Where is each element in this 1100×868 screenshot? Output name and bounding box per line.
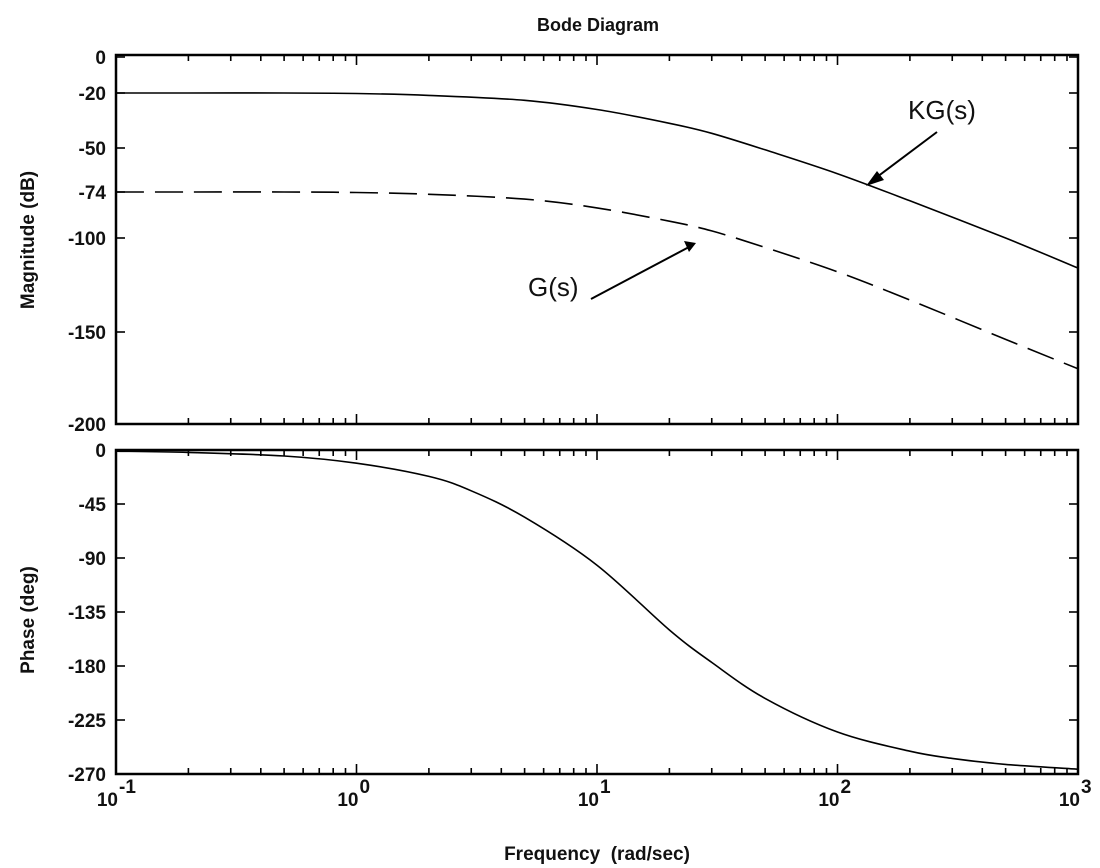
phase-y-axis-label: Phase (deg) [18, 566, 39, 674]
x-tick-label: 10-1 [97, 777, 136, 811]
x-tick-label: 101 [578, 777, 611, 811]
x-tick-label-base: 10 [337, 790, 358, 811]
magnitude-panel: 0 -20 -50 -74 -100 -150 -200 Magnitude (dB) KG… [18, 48, 1080, 436]
magnitude-y-tick-label: 0 [95, 48, 106, 69]
phase-ticks [115, 449, 1078, 775]
phase-panel: 0-45-90-135-180-225-270 10-1100101102103… [18, 441, 1092, 865]
x-tick-label-base: 10 [578, 790, 599, 811]
x-tick-label-exponent: 1 [600, 777, 611, 798]
magnitude-y-tick-label: -74 [79, 183, 107, 204]
chart-title: Bode Diagram [537, 15, 659, 35]
phase-y-tick-label: 0 [95, 441, 106, 462]
magnitude-y-tick-label: -200 [68, 415, 106, 436]
x-tick-label-base: 10 [818, 790, 839, 811]
phase-y-tick-label: -90 [79, 549, 106, 570]
magnitude-y-tick-label: -150 [68, 323, 106, 344]
phase-series [115, 450, 1079, 770]
x-tick-label-exponent: 0 [360, 777, 371, 798]
x-tick-label: 100 [337, 777, 370, 811]
magnitude-y-tick-label: -20 [79, 84, 106, 105]
x-tick-label-base: 10 [97, 790, 118, 811]
phase-y-tick-label: -180 [68, 657, 106, 678]
x-tick-label: 102 [818, 777, 851, 811]
magnitude-series [115, 92, 1079, 370]
phase-y-tick-label: -270 [68, 765, 106, 786]
phase-plot-frame [114, 448, 1080, 776]
phase-y-tick-label: -45 [79, 495, 107, 516]
phase-y-tick-label: -135 [68, 603, 106, 624]
x-tick-label-exponent: 3 [1081, 777, 1092, 798]
frequency-x-axis-label: Frequency (rad/sec) [504, 844, 690, 865]
series-line-g [115, 191, 1079, 370]
annotation-kg-arrow [866, 131, 938, 186]
x-tick-label-exponent: 2 [841, 777, 852, 798]
magnitude-y-axis-label: Magnitude (dB) [18, 171, 39, 309]
magnitude-y-tick-label: -100 [68, 229, 106, 250]
magnitude-plot-frame [114, 53, 1080, 426]
x-tick-label-base: 10 [1059, 790, 1080, 811]
phase-y-tick-labels: 0 -45 -90 -135 -180 -225 -270 [68, 441, 106, 786]
magnitude-y-tick-label: -50 [79, 139, 106, 160]
annotation-g-arrow [590, 241, 696, 300]
series-line-phase [115, 450, 1079, 770]
annotation-kg: KG(s) [908, 95, 976, 125]
magnitude-y-tick-labels: 0 -20 -50 -74 -100 -150 -200 [68, 48, 106, 436]
x-tick-label: 103 [1059, 777, 1092, 811]
annotation-g: G(s) [528, 272, 579, 302]
series-line-kg [116, 92, 1079, 269]
x-tick-label-exponent: -1 [119, 777, 136, 798]
phase-y-tick-label: -225 [68, 711, 106, 732]
